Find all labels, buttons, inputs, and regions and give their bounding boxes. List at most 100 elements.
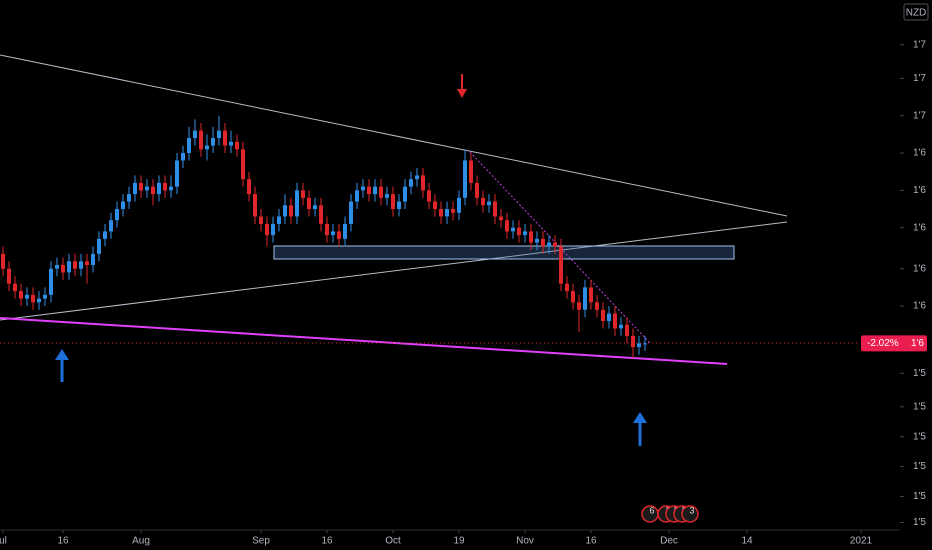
candle-body — [31, 294, 35, 303]
candle-body — [235, 141, 239, 150]
candle-body — [631, 335, 635, 348]
event-badge-count: 3 — [689, 505, 694, 515]
candle-body — [325, 223, 329, 236]
candle-body — [241, 149, 245, 180]
candle-body — [355, 190, 359, 202]
trendline-upper — [0, 54, 788, 217]
x-tick-label: 19 — [453, 536, 465, 547]
candle-body — [103, 231, 107, 239]
price-tag — [861, 335, 927, 352]
candle-body — [529, 231, 533, 243]
candle-body — [373, 186, 377, 195]
candle-body — [445, 209, 449, 217]
candle-body — [187, 138, 191, 154]
candle-body — [295, 190, 299, 217]
candle-body — [223, 130, 227, 146]
currency-label: NZD — [906, 8, 927, 19]
candle-body — [553, 242, 557, 247]
candle-body — [379, 186, 383, 198]
y-tick-label: 1'5 — [913, 517, 926, 528]
candle-body — [433, 201, 437, 210]
candle-body — [469, 160, 473, 183]
candle-body — [415, 175, 419, 180]
candle-body — [301, 190, 305, 198]
candle-body — [115, 209, 119, 221]
candle-body — [289, 205, 293, 217]
candle-body — [601, 309, 605, 321]
candle-body — [349, 201, 353, 224]
y-tick-label: 1'5 — [913, 491, 926, 502]
candle-body — [253, 194, 257, 217]
candle-body — [121, 201, 125, 210]
y-tick-label: 1'5 — [913, 401, 926, 412]
candle-body — [229, 141, 233, 146]
candle-body — [481, 197, 485, 206]
candle-body — [19, 291, 23, 299]
candle-body — [205, 145, 209, 150]
arrow-up — [55, 349, 69, 382]
candle-body — [403, 186, 407, 202]
y-tick-label: 1'7 — [913, 73, 926, 84]
candle-body — [271, 223, 275, 236]
candle-body — [67, 261, 71, 273]
candle-body — [559, 246, 563, 284]
x-tick-label: Sep — [252, 536, 270, 547]
candle-body — [61, 265, 65, 273]
candle-body — [487, 201, 491, 206]
candle-body — [391, 194, 395, 210]
candle-body — [637, 343, 641, 348]
candle-body — [133, 182, 137, 195]
candle-body — [493, 201, 497, 217]
candle-body — [505, 220, 509, 232]
x-tick-label: 16 — [57, 536, 69, 547]
candle-body — [73, 261, 77, 269]
candle-body — [277, 216, 281, 224]
zone-rect — [273, 245, 735, 260]
candle-body — [265, 223, 269, 236]
candle-body — [85, 261, 89, 265]
candle-body — [361, 186, 365, 191]
candle-body — [199, 130, 203, 150]
x-tick-label: Dec — [660, 536, 678, 547]
candle-body — [619, 324, 623, 329]
x-tick-label: 16 — [321, 536, 333, 547]
candle-body — [625, 324, 629, 336]
candle-body — [79, 261, 83, 269]
candle-body — [547, 242, 551, 247]
y-tick-label: 1'6 — [913, 301, 926, 312]
x-tick-label: Oct — [385, 536, 401, 547]
candle-body — [613, 313, 617, 329]
price-tag-price: 1'6 — [911, 338, 924, 349]
candle-body — [127, 194, 131, 202]
y-tick-label: 1'6 — [913, 148, 926, 159]
candle-body — [193, 130, 197, 139]
candle-body — [181, 153, 185, 161]
candle-body — [583, 287, 587, 310]
candle-body — [145, 186, 149, 191]
x-tick-label: ul — [0, 536, 7, 547]
candle-body — [427, 190, 431, 202]
candle-body — [577, 302, 581, 310]
event-badge — [681, 505, 699, 523]
candle-body — [343, 223, 347, 239]
candle-body — [463, 160, 467, 198]
x-tick-label: Aug — [132, 536, 150, 547]
arrow-down — [457, 74, 467, 98]
candle-body — [37, 298, 41, 303]
candle-body — [49, 268, 53, 295]
arrow-up — [633, 412, 647, 446]
candle-body — [151, 186, 155, 195]
candle-body — [169, 186, 173, 191]
candle-body — [595, 302, 599, 310]
candle-body — [475, 182, 479, 198]
candle-body — [457, 197, 461, 213]
y-tick-label: 1'5 — [913, 461, 926, 472]
candle-body — [43, 294, 47, 299]
y-tick-label: 1'6 — [913, 222, 926, 233]
candle-body — [13, 283, 17, 292]
candle-body — [175, 160, 179, 187]
candle-body — [217, 130, 221, 139]
candle-body — [163, 182, 167, 191]
y-tick-label: 1'6 — [913, 263, 926, 274]
trendline-lower — [0, 221, 788, 321]
